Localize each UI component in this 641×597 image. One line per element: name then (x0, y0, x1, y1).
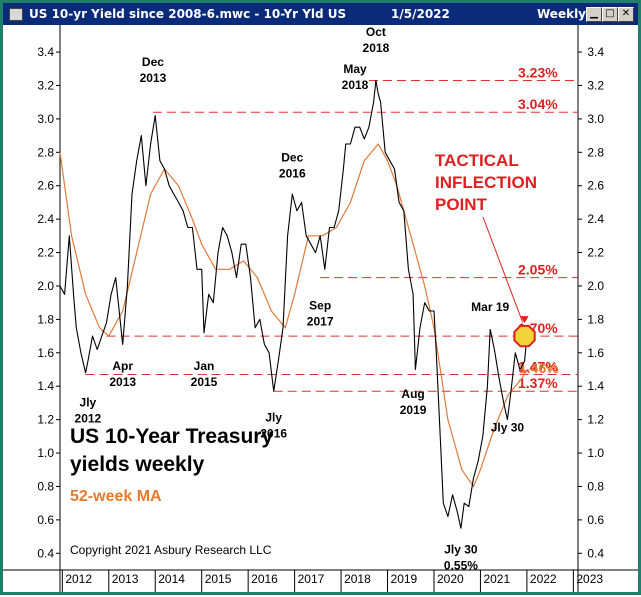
y-tick-label-left: 3.0 (37, 112, 54, 126)
x-tick-label: 2015 (205, 572, 232, 586)
date-annotation: 0.55% (444, 559, 478, 573)
callout-text: POINT (435, 195, 488, 214)
close-icon[interactable]: ✕ (618, 7, 634, 22)
y-tick-label-left: 1.8 (37, 312, 54, 326)
chart-subtitle: 52-week MA (70, 488, 162, 505)
reference-line-label: 3.23% (518, 64, 558, 80)
x-tick-label: 2017 (298, 572, 325, 586)
title-bar[interactable]: US 10-yr Yield since 2008-6.mwc - 10-Yr … (3, 3, 638, 25)
date-annotation: Sep (309, 299, 331, 313)
y-tick-label-right: 0.4 (587, 546, 604, 560)
y-tick-label-right: 2.8 (587, 145, 604, 159)
copyright-text: Copyright 2021 Asbury Research LLC (70, 543, 272, 557)
chart-title: US 10-Year Treasury (70, 425, 273, 448)
reference-line-label: 1.47% (518, 359, 558, 375)
maximize-icon[interactable]: □ (602, 7, 618, 22)
date-annotation: Aug (401, 387, 424, 401)
date-annotation: Jly (80, 396, 97, 410)
ma-line (59, 143, 528, 488)
y-tick-label-left: 2.8 (37, 145, 54, 159)
x-tick-label: 2018 (344, 572, 371, 586)
date-annotation: Jly 30 (491, 421, 525, 435)
date-annotation: Mar 19 (471, 300, 509, 314)
window-date: 1/5/2022 (391, 7, 450, 21)
x-tick-label: 2020 (437, 572, 464, 586)
inflection-marker (513, 324, 536, 348)
x-tick-label: 2019 (391, 572, 418, 586)
x-tick-label: 2012 (65, 572, 92, 586)
chart-title: yields weekly (70, 453, 205, 476)
callout-text: INFLECTION (435, 173, 537, 192)
y-tick-label-left: 1.4 (37, 379, 54, 393)
date-annotation: 2018 (342, 78, 369, 92)
reference-line-label: 3.04% (518, 96, 558, 112)
date-annotation: 2016 (279, 166, 306, 180)
date-annotation: Jly (265, 411, 282, 425)
y-tick-label-right: 2.0 (587, 279, 604, 293)
y-tick-label-right: 0.6 (587, 513, 604, 527)
date-annotation: 2016 (260, 427, 287, 441)
y-tick-label-left: 2.2 (37, 246, 54, 260)
y-tick-label-left: 3.4 (37, 45, 54, 59)
y-tick-label-right: 3.4 (587, 45, 604, 59)
y-tick-label-left: 1.0 (37, 446, 54, 460)
date-annotation: Jly 30 (444, 543, 478, 557)
x-tick-label: 2023 (576, 572, 603, 586)
y-tick-label-right: 1.2 (587, 413, 604, 427)
y-tick-label-right: 1.6 (587, 346, 604, 360)
yield-chart[interactable]: 3.23%3.04%2.05%1.70%1.47%1.37%1.46% 0.4 0… (3, 25, 638, 592)
app-icon[interactable] (9, 8, 23, 21)
y-tick-label-left: 0.8 (37, 479, 54, 493)
date-annotation: May (343, 62, 367, 76)
y-tick-label-right: 2.4 (587, 212, 604, 226)
date-annotation: 2017 (307, 315, 334, 329)
date-annotation: Dec (281, 150, 303, 164)
price-line (59, 79, 528, 529)
callout-arrow (482, 216, 524, 323)
date-annotation: 2019 (400, 403, 427, 417)
x-tick-label: 2021 (483, 572, 510, 586)
date-annotation: Dec (142, 55, 164, 69)
date-annotation: Apr (112, 359, 133, 373)
y-tick-label-right: 3.2 (587, 78, 604, 92)
x-tick-label: 2013 (112, 572, 139, 586)
callout-text: TACTICAL (435, 151, 519, 170)
ma-level-label: 1.46% (519, 360, 559, 376)
minimize-icon[interactable]: ▁ (586, 7, 602, 22)
date-annotation: Oct (366, 25, 386, 39)
window-title: US 10-yr Yield since 2008-6.mwc - 10-Yr … (29, 7, 347, 21)
y-tick-label-left: 3.2 (37, 78, 54, 92)
date-annotation: 2013 (140, 71, 167, 85)
y-tick-label-left: 2.0 (37, 279, 54, 293)
y-tick-label-left: 1.6 (37, 346, 54, 360)
y-tick-label-right: 1.4 (587, 379, 604, 393)
x-tick-label: 2022 (530, 572, 557, 586)
y-tick-label-left: 2.6 (37, 179, 54, 193)
chart-area[interactable]: 3.23% 3.04% 2.05% 1.70% 1.47% 1.37% 1.46% 0.4 0… (3, 25, 638, 592)
y-tick-label-right: 0.8 (587, 479, 604, 493)
window-period[interactable]: Weekly (537, 7, 587, 21)
y-tick-label-right: 1.8 (587, 312, 604, 326)
date-annotation: Jan (194, 359, 215, 373)
reference-line-label: 1.37% (518, 375, 558, 391)
y-tick-label-right: 2.6 (587, 179, 604, 193)
y-tick-label-right: 1.0 (587, 446, 604, 460)
date-annotation: 2018 (363, 41, 390, 55)
y-tick-label-left: 0.6 (37, 513, 54, 527)
y-tick-label-left: 2.4 (37, 212, 54, 226)
date-annotation: 2015 (191, 375, 218, 389)
y-tick-label-right: 3.0 (587, 112, 604, 126)
x-tick-label: 2016 (251, 572, 278, 586)
date-annotation: 2013 (109, 375, 136, 389)
date-annotation: 2012 (75, 412, 102, 426)
y-tick-label-left: 1.2 (37, 413, 54, 427)
x-tick-label: 2014 (158, 572, 185, 586)
y-tick-label-right: 2.2 (587, 246, 604, 260)
y-tick-label-left: 0.4 (37, 546, 54, 560)
reference-line-label: 2.05% (518, 262, 558, 278)
callout-arrowhead (520, 316, 529, 324)
